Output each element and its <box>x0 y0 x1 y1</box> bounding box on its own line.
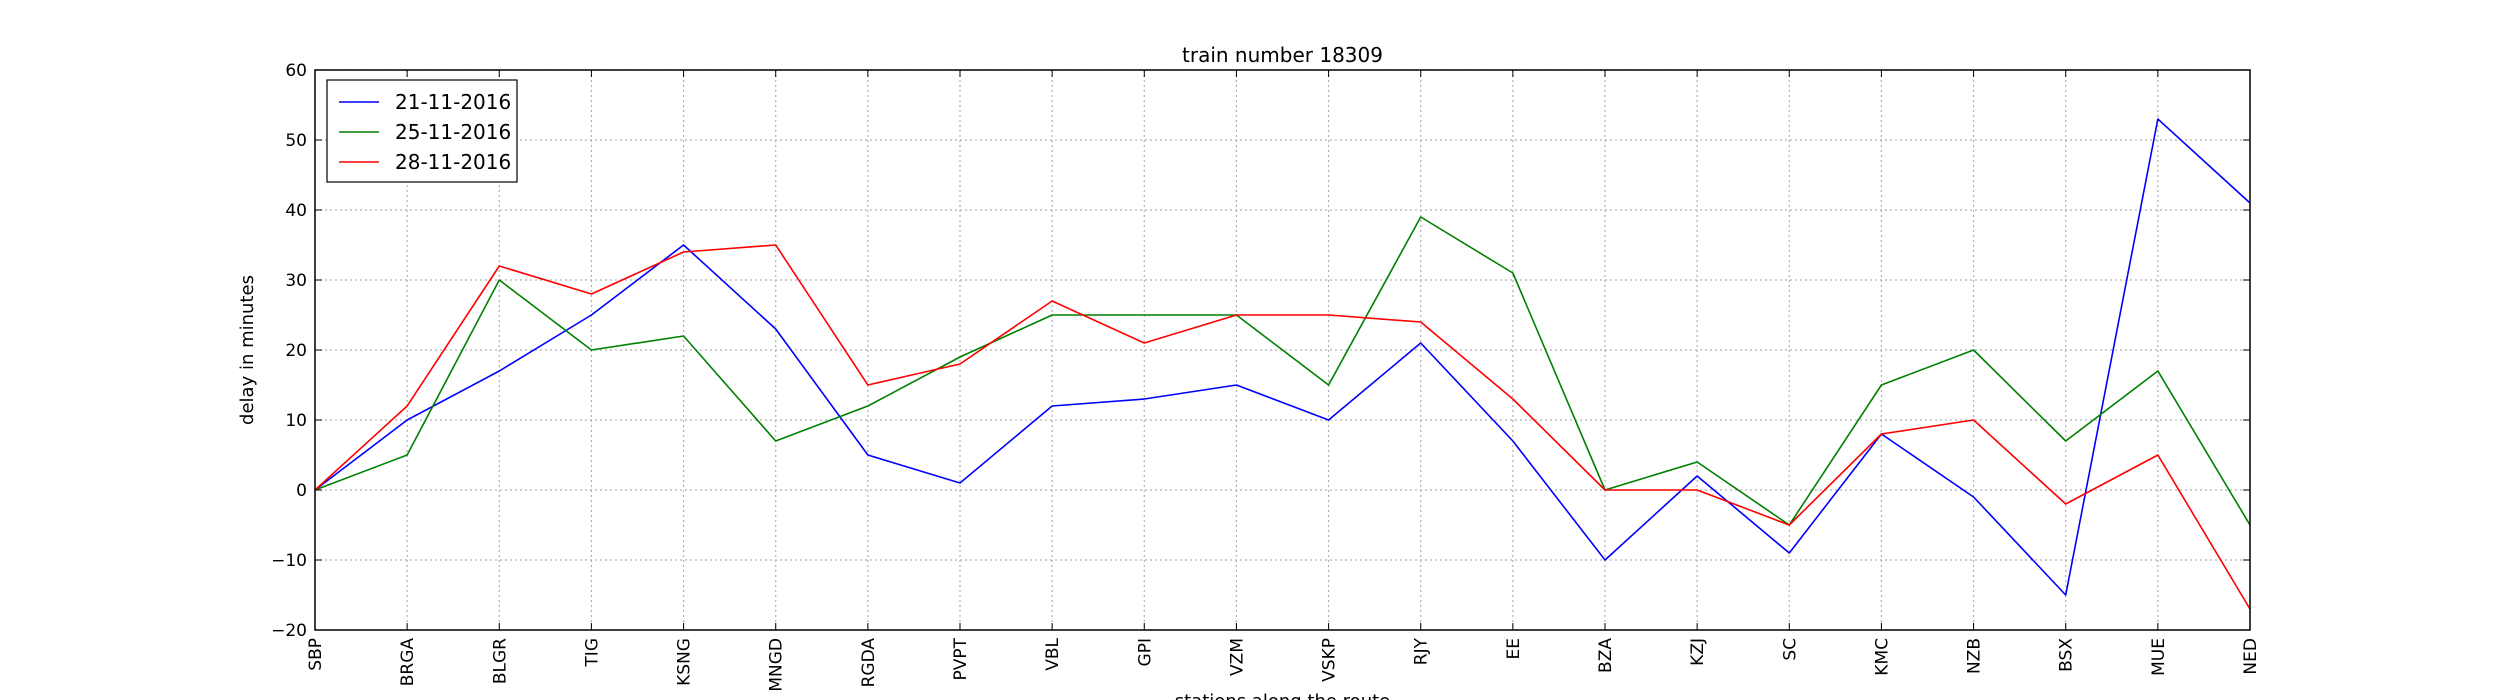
x-tick-label: MNGD <box>767 638 787 692</box>
x-tick-label: KSNG <box>675 638 695 686</box>
x-tick-label: NZB <box>1965 638 1985 674</box>
legend-box <box>326 79 518 183</box>
y-tick-label: −10 <box>271 551 307 571</box>
y-tick-label: −20 <box>271 621 307 641</box>
x-tick-label: SBP <box>306 638 326 671</box>
x-tick-label: BLGR <box>490 638 510 684</box>
x-tick-label: PVPT <box>951 637 971 680</box>
x-tick-label: SC <box>1780 638 1800 661</box>
x-tick-label: VZM <box>1227 638 1247 676</box>
x-tick-label: BRGA <box>398 638 418 687</box>
x-tick-label: KZJ <box>1688 638 1708 666</box>
x-tick-label: KMC <box>1872 638 1892 676</box>
series-line <box>314 244 2251 610</box>
y-tick-label: 0 <box>296 481 307 501</box>
series-line <box>314 118 2251 596</box>
legend-label: 21-11-2016 <box>395 90 511 114</box>
series-lines <box>314 118 2251 610</box>
x-tick-label: GPI <box>1135 638 1155 666</box>
y-tick-label: 30 <box>285 271 307 291</box>
x-tick-label: BZA <box>1596 638 1616 673</box>
x-tick-label: RGDA <box>859 638 879 688</box>
y-tick-label: 50 <box>285 131 307 151</box>
legend-label: 25-11-2016 <box>395 120 511 144</box>
y-axis-label: delay in minutes <box>237 275 258 425</box>
legend: 21-11-2016 25-11-2016 28-11-2016 <box>326 79 518 183</box>
x-tick-label: MUE <box>2149 638 2169 676</box>
y-tick-label: 10 <box>285 411 307 431</box>
legend-label: 28-11-2016 <box>395 150 511 174</box>
x-tick-label: RJY <box>1412 637 1432 665</box>
series-line <box>314 216 2251 526</box>
y-tick-label: 60 <box>285 61 307 81</box>
chart-title: train number 18309 <box>1182 43 1383 67</box>
x-axis-label: stations along the route <box>1175 691 1390 700</box>
x-tick-label: NED <box>2241 638 2261 675</box>
axis-ticks: SBP BRGA BLGR TIG KSNG MNGD RGDA PVPT VBL GPI VZM V… <box>271 61 2261 692</box>
x-tick-label: VBL <box>1043 637 1063 670</box>
x-tick-label: EE <box>1504 638 1524 659</box>
x-tick-label: BSX <box>2057 638 2077 672</box>
x-tick-label: TIG <box>582 638 602 668</box>
y-tick-label: 40 <box>285 201 307 221</box>
x-tick-label: VSKP <box>1320 638 1340 682</box>
y-tick-label: 20 <box>285 341 307 361</box>
